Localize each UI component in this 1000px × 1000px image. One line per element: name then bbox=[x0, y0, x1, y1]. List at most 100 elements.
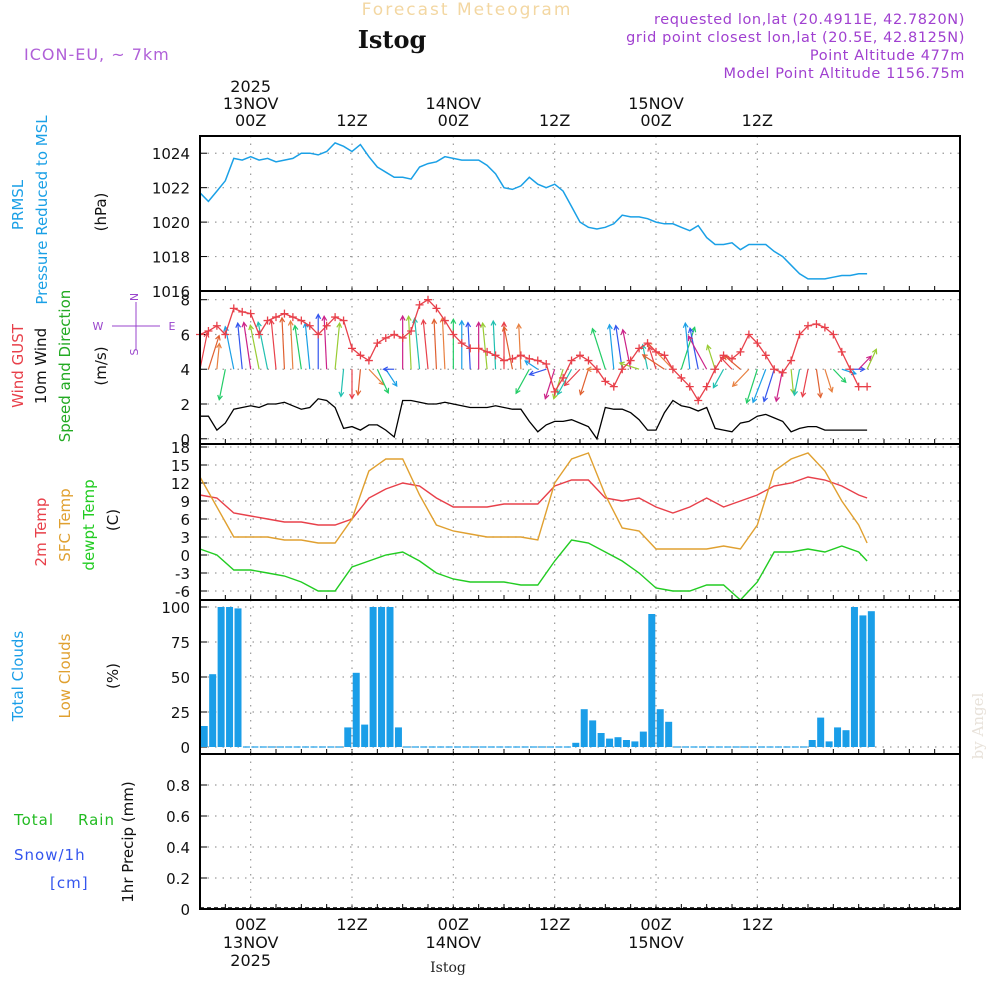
precip-panel: Total Rain Snow/1h [cm] 1hr Precip (mm) … bbox=[13, 753, 961, 919]
wind-direction-arrow bbox=[557, 368, 573, 395]
wind-direction-arrow bbox=[591, 328, 606, 370]
gust-marker bbox=[702, 382, 711, 391]
wind-direction-arrow bbox=[732, 368, 750, 387]
wind-direction-arrow bbox=[376, 368, 389, 394]
top-date-label: 13NOV bbox=[223, 94, 279, 113]
cloud-bar bbox=[572, 742, 580, 747]
wind-direction-arrow bbox=[684, 323, 691, 370]
wind-direction-arrow bbox=[334, 323, 341, 370]
wind-arrow-head bbox=[557, 389, 563, 396]
y-tick-label: 50 bbox=[171, 669, 190, 687]
gust-marker bbox=[457, 339, 466, 348]
wind-arrow-head bbox=[762, 396, 769, 403]
cloud-bar bbox=[817, 717, 825, 747]
gust-marker bbox=[339, 316, 348, 325]
cloud-bar bbox=[344, 727, 352, 747]
y-tick-label: 0.4 bbox=[166, 839, 190, 857]
wind-direction-arrow bbox=[216, 343, 220, 370]
wind-direction-arrow bbox=[441, 317, 446, 370]
wind-arrow-head bbox=[216, 342, 222, 349]
cloud-bar bbox=[606, 738, 614, 747]
gust-marker bbox=[652, 347, 660, 356]
wind-arrow-head bbox=[866, 355, 872, 362]
cloud-bar bbox=[386, 607, 394, 747]
wind-arrow-head bbox=[383, 387, 390, 394]
cloud-bar bbox=[825, 741, 833, 747]
cloud-bar bbox=[378, 607, 386, 747]
wind-direction-arrow bbox=[294, 325, 302, 370]
wind-direction-arrow bbox=[815, 369, 822, 398]
y-tick-label: 100 bbox=[161, 599, 190, 617]
wind-arrow-head bbox=[217, 394, 223, 401]
clouds-unit: (%) bbox=[104, 663, 122, 689]
wind-arrow-head bbox=[287, 319, 294, 326]
top-time-label: 00Z bbox=[235, 111, 266, 130]
bottom-time-label: 12Z bbox=[742, 915, 773, 934]
wind-arrow-head bbox=[336, 321, 343, 328]
gust-marker bbox=[204, 326, 213, 335]
cloud-bar bbox=[597, 733, 605, 747]
gust-marker bbox=[542, 360, 551, 369]
gust-marker bbox=[761, 351, 770, 360]
cloud-bar bbox=[209, 674, 217, 747]
wind-direction-arrow bbox=[289, 320, 294, 370]
wind-direction-arrow bbox=[564, 368, 581, 386]
temp-dew-label: dewpt Temp bbox=[80, 479, 98, 570]
gust-marker bbox=[584, 356, 593, 365]
gust-marker bbox=[660, 351, 669, 360]
wind-arrow-head bbox=[731, 381, 738, 388]
gust-marker bbox=[500, 356, 508, 365]
gust-marker bbox=[483, 347, 492, 356]
wind-arrow-head bbox=[480, 321, 486, 328]
cloud-bar bbox=[808, 740, 816, 747]
y-tick-label: 1020 bbox=[152, 214, 190, 232]
cloud-bar bbox=[665, 721, 673, 747]
gust-marker bbox=[744, 330, 753, 339]
panel-frame bbox=[199, 753, 961, 910]
temp-2m-line bbox=[199, 476, 868, 526]
gust-marker bbox=[449, 330, 458, 339]
gust-marker bbox=[854, 382, 863, 391]
gust-marker bbox=[601, 377, 610, 386]
gust-marker bbox=[424, 295, 432, 304]
gust-marker bbox=[238, 307, 247, 316]
cloud-bar bbox=[352, 672, 360, 747]
top-time-label: 12Z bbox=[539, 111, 570, 130]
gust-marker bbox=[837, 347, 846, 356]
gust-marker bbox=[635, 344, 644, 353]
bottom-station: Istog bbox=[430, 960, 466, 976]
wind-direction-arrow bbox=[841, 368, 857, 375]
wind-direction-arrow bbox=[467, 322, 471, 370]
wind-arrow-head bbox=[215, 334, 221, 341]
wind-arrow-head bbox=[613, 324, 620, 331]
wind-direction-arrow bbox=[712, 368, 725, 388]
gust-marker bbox=[719, 351, 728, 360]
gust-marker bbox=[229, 304, 238, 313]
wind-arrow-head bbox=[515, 322, 522, 329]
gust-marker bbox=[440, 316, 449, 325]
cloud-bar bbox=[631, 741, 639, 747]
wind-arrow-head bbox=[705, 344, 712, 351]
gust-marker bbox=[559, 373, 568, 382]
wind-direction-arrow bbox=[579, 369, 590, 395]
wind-arrow-head bbox=[563, 380, 570, 387]
cloud-bar bbox=[394, 727, 402, 747]
gust-marker bbox=[280, 309, 289, 318]
bottom-date-label: 14NOV bbox=[426, 933, 482, 952]
wind-arrow-head bbox=[248, 324, 254, 331]
gust-marker bbox=[322, 321, 331, 330]
pressure-label-2: Pressure Reduced to MSL bbox=[33, 115, 51, 305]
pressure-panel: PRMSL Pressure Reduced to MSL (hPa) 1016… bbox=[9, 115, 961, 305]
wind-direction-arrow bbox=[689, 328, 699, 370]
temperature-panel: 2m Temp SFC Temp dewpt Temp (C) -6-30369… bbox=[32, 439, 961, 601]
bottom-time-label: 12Z bbox=[539, 915, 570, 934]
gust-marker bbox=[466, 344, 475, 353]
wind-direction-arrow bbox=[824, 369, 833, 392]
bottom-date-label: 13NOV bbox=[223, 933, 279, 952]
gust-marker bbox=[263, 316, 272, 325]
compass-e: E bbox=[169, 320, 176, 333]
gust-marker bbox=[668, 365, 677, 374]
gust-marker bbox=[846, 365, 855, 374]
wind-arrow-head bbox=[543, 393, 550, 400]
